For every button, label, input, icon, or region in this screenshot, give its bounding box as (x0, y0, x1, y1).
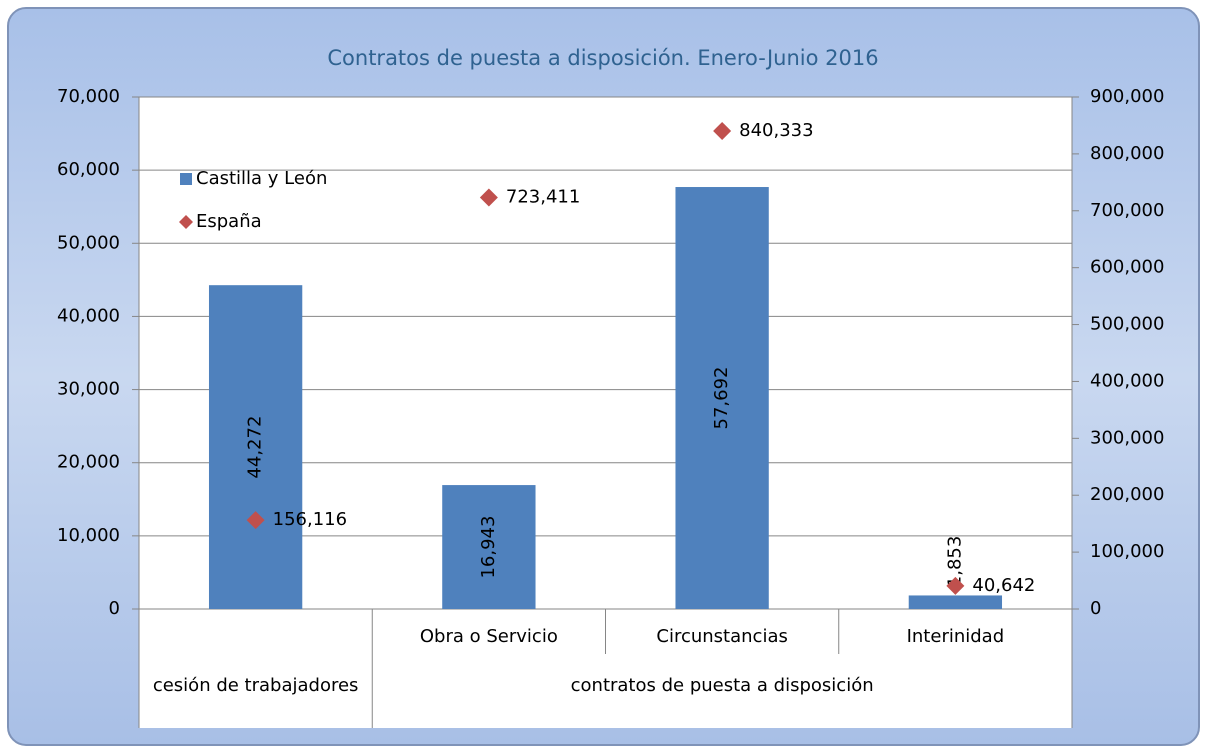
group-label: contratos de puesta a disposición (571, 675, 874, 696)
legend-swatch (179, 215, 193, 229)
y-tick-label: 30,000 (57, 379, 120, 400)
y-tick-label: 40,000 (57, 305, 120, 326)
bar (675, 187, 769, 609)
y2-tick-label: 200,000 (1090, 484, 1164, 505)
legend-label: Castilla y León (196, 168, 327, 189)
point-value-label: 723,411 (506, 186, 580, 207)
bar-value-label: 57,692 (711, 367, 732, 430)
y2-tick-label: 400,000 (1090, 370, 1164, 391)
scatter-point (946, 576, 965, 595)
y-tick-label: 60,000 (57, 159, 120, 180)
scatter-point (246, 511, 265, 530)
legend-swatch (180, 173, 192, 185)
point-value-label: 840,333 (739, 120, 813, 141)
y-tick-label: 70,000 (57, 86, 120, 107)
bar (442, 485, 536, 609)
scatter-point (713, 121, 732, 140)
y2-tick-label: 900,000 (1090, 86, 1164, 107)
bar-value-label: 16,943 (478, 516, 499, 579)
bar (908, 595, 1003, 609)
x-tick-label: Circunstancias (656, 626, 787, 647)
group-label: cesión de trabajadores (153, 675, 359, 696)
x-tick-label: Interinidad (907, 626, 1005, 647)
y2-tick-label: 0 (1090, 598, 1101, 619)
point-value-label: 40,642 (972, 575, 1035, 596)
bar (208, 285, 303, 609)
y2-tick-label: 300,000 (1090, 427, 1164, 448)
y2-tick-label: 100,000 (1090, 541, 1164, 562)
bar-value-label: 1,853 (944, 536, 965, 588)
bar-value-label: 44,272 (245, 416, 266, 479)
y2-tick-label: 700,000 (1090, 200, 1164, 221)
chart-title: Contratos de puesta a disposición. Enero… (327, 46, 878, 70)
legend-label: España (196, 211, 262, 232)
y-tick-label: 0 (109, 598, 120, 619)
y2-tick-label: 500,000 (1090, 314, 1164, 335)
y2-tick-label: 600,000 (1090, 257, 1164, 278)
point-value-label: 156,116 (273, 509, 347, 530)
y-tick-label: 20,000 (57, 452, 120, 473)
x-tick-label: Obra o Servicio (420, 626, 558, 647)
y2-tick-label: 800,000 (1090, 143, 1164, 164)
y-tick-label: 50,000 (57, 232, 120, 253)
y-tick-label: 10,000 (57, 525, 120, 546)
scatter-point (479, 188, 498, 207)
